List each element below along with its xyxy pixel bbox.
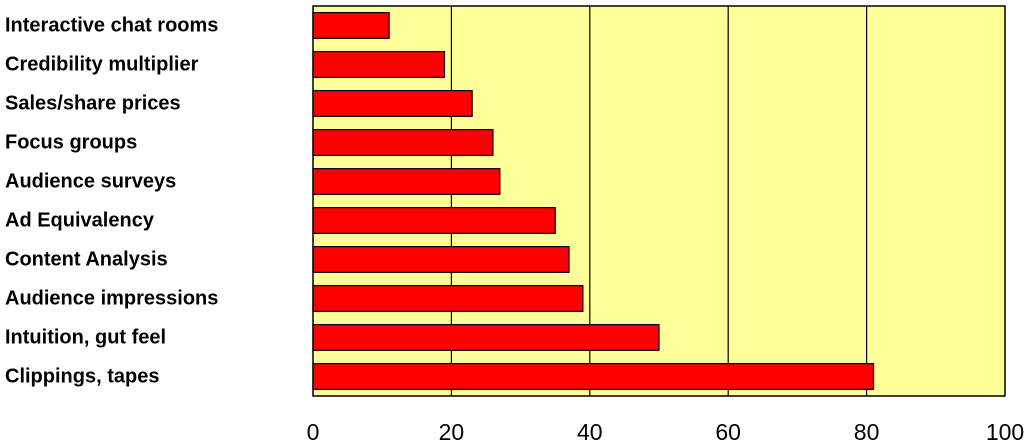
bar-1: [312, 51, 446, 78]
category-label-6: Content Analysis: [5, 249, 168, 271]
bar-2: [312, 90, 473, 117]
category-label-4: Audience surveys: [5, 171, 176, 193]
bar-7: [312, 285, 584, 312]
x-tick-label-20: 20: [439, 419, 465, 442]
bars: [312, 12, 875, 390]
x-tick-label-80: 80: [854, 419, 880, 442]
category-labels: Interactive chat rooms Credibility multip…: [5, 15, 218, 388]
bar-3: [312, 129, 494, 156]
bar-8: [312, 324, 660, 351]
x-tick-label-60: 60: [715, 419, 741, 442]
x-tick-labels: 0 20 40 60 80 100: [307, 419, 1024, 442]
category-label-9: Clippings, tapes: [5, 366, 159, 388]
bar-9: [312, 363, 875, 390]
category-label-0: Interactive chat rooms: [5, 15, 218, 37]
x-tick-label-0: 0: [307, 419, 320, 442]
category-label-7: Audience impressions: [5, 288, 218, 310]
category-label-1: Credibility multiplier: [5, 54, 199, 76]
category-label-3: Focus groups: [5, 132, 137, 154]
bar-5: [312, 207, 556, 234]
bar-4: [312, 168, 501, 195]
bar-6: [312, 246, 570, 273]
category-label-2: Sales/share prices: [5, 93, 181, 115]
x-tick-label-100: 100: [986, 419, 1024, 442]
category-label-5: Ad Equivalency: [5, 210, 155, 232]
bar-0: [312, 12, 390, 39]
x-tick-label-40: 40: [577, 419, 603, 442]
category-label-8: Intuition, gut feel: [5, 327, 166, 349]
